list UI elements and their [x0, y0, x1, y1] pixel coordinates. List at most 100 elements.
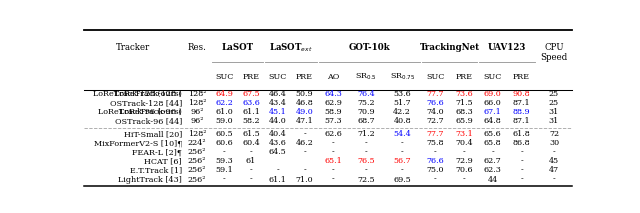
Text: 60.6: 60.6 — [216, 139, 233, 147]
Text: -: - — [463, 176, 465, 184]
Text: 42.2: 42.2 — [393, 108, 411, 116]
Text: 46.2: 46.2 — [296, 139, 314, 147]
Text: Tracker: Tracker — [116, 43, 150, 52]
Text: 57.3: 57.3 — [324, 117, 342, 125]
Text: 68.3: 68.3 — [455, 108, 473, 116]
Text: 62.9: 62.9 — [324, 99, 342, 107]
Text: 256²: 256² — [188, 167, 206, 174]
Text: HCAT [6]: HCAT [6] — [144, 157, 182, 165]
Text: 44.0: 44.0 — [269, 117, 287, 125]
Text: 128²: 128² — [188, 130, 206, 138]
Text: 46.4: 46.4 — [269, 90, 287, 98]
Text: 40.8: 40.8 — [394, 117, 411, 125]
Text: PRE: PRE — [456, 73, 472, 81]
Text: 61.5: 61.5 — [242, 130, 260, 138]
Text: 53.6: 53.6 — [394, 90, 411, 98]
Text: -: - — [332, 148, 335, 156]
Text: -: - — [552, 176, 556, 184]
Text: MixFormerV2-S [10]¶: MixFormerV2-S [10]¶ — [93, 139, 182, 147]
Text: 96²: 96² — [190, 108, 204, 116]
Text: -: - — [434, 176, 436, 184]
Text: 69.5: 69.5 — [394, 176, 411, 184]
Text: 76.5: 76.5 — [357, 157, 375, 165]
Text: 45: 45 — [549, 157, 559, 165]
Text: 60.4: 60.4 — [242, 139, 260, 147]
Text: -: - — [303, 148, 306, 156]
Text: 76.6: 76.6 — [426, 157, 444, 165]
Text: TrackingNet: TrackingNet — [420, 43, 480, 52]
Text: 62.3: 62.3 — [484, 167, 502, 174]
Text: 75.0: 75.0 — [426, 167, 444, 174]
Text: 65.8: 65.8 — [484, 139, 502, 147]
Text: Res.: Res. — [188, 43, 206, 52]
Text: -: - — [365, 167, 367, 174]
Text: SR$_{0.75}$: SR$_{0.75}$ — [390, 72, 415, 82]
Text: 64.9: 64.9 — [216, 90, 234, 98]
Text: 90.8: 90.8 — [513, 90, 531, 98]
Text: 75.2: 75.2 — [357, 99, 375, 107]
Text: -: - — [520, 148, 523, 156]
Text: 50.9: 50.9 — [296, 90, 314, 98]
Text: 31: 31 — [549, 108, 559, 116]
Text: LoReTrack-128 (ours): LoReTrack-128 (ours) — [93, 90, 182, 98]
Text: -: - — [520, 167, 523, 174]
Text: 77.7: 77.7 — [426, 90, 444, 98]
Text: 25: 25 — [549, 90, 559, 98]
Text: 61.0: 61.0 — [216, 108, 233, 116]
Text: 65.1: 65.1 — [324, 157, 342, 165]
Text: 62.7: 62.7 — [484, 157, 502, 165]
Text: -: - — [520, 176, 523, 184]
Text: SUC: SUC — [484, 73, 502, 81]
Text: 64.3: 64.3 — [324, 90, 342, 98]
Text: 70.9: 70.9 — [357, 108, 375, 116]
Text: 128²: 128² — [188, 99, 206, 107]
Text: 96²: 96² — [190, 117, 204, 125]
Text: 71.2: 71.2 — [357, 130, 375, 138]
Text: -: - — [223, 176, 226, 184]
Text: 44: 44 — [488, 176, 498, 184]
Text: 65.9: 65.9 — [455, 117, 473, 125]
Text: -: - — [332, 139, 335, 147]
Text: GOT-10k: GOT-10k — [349, 43, 390, 52]
Text: 58.9: 58.9 — [324, 108, 342, 116]
Text: 256²: 256² — [188, 148, 206, 156]
Text: 49.0: 49.0 — [296, 108, 314, 116]
Text: 66.0: 66.0 — [484, 99, 502, 107]
Text: -: - — [401, 139, 404, 147]
Text: 72.9: 72.9 — [455, 157, 473, 165]
Text: LoReTrack-96 (: LoReTrack-96 ( — [119, 108, 182, 116]
Text: -: - — [401, 167, 404, 174]
Text: 256²: 256² — [188, 157, 206, 165]
Text: 59.0: 59.0 — [216, 117, 233, 125]
Text: 74.0: 74.0 — [426, 108, 444, 116]
Text: 45.1: 45.1 — [269, 108, 287, 116]
Text: 47: 47 — [549, 167, 559, 174]
Text: -: - — [250, 148, 253, 156]
Text: 76.4: 76.4 — [357, 90, 375, 98]
Text: -: - — [250, 176, 253, 184]
Text: 64.8: 64.8 — [484, 117, 502, 125]
Text: SUC: SUC — [215, 73, 234, 81]
Text: 61.1: 61.1 — [269, 176, 287, 184]
Text: 61.1: 61.1 — [242, 108, 260, 116]
Text: 56.7: 56.7 — [394, 157, 411, 165]
Text: E.T.Track [1]: E.T.Track [1] — [130, 167, 182, 174]
Text: AO: AO — [327, 73, 340, 81]
Text: PRE: PRE — [296, 73, 313, 81]
Text: 87.1: 87.1 — [513, 117, 531, 125]
Text: 67.1: 67.1 — [484, 108, 502, 116]
Text: 46.8: 46.8 — [296, 99, 314, 107]
Text: 67.5: 67.5 — [243, 90, 260, 98]
Text: -: - — [463, 148, 465, 156]
Text: 61: 61 — [246, 157, 256, 165]
Text: 62.6: 62.6 — [324, 130, 342, 138]
Text: 87.1: 87.1 — [513, 99, 531, 107]
Text: -: - — [276, 167, 279, 174]
Text: 43.4: 43.4 — [269, 99, 287, 107]
Text: -: - — [303, 130, 306, 138]
Text: OSTrack-128 [44]: OSTrack-128 [44] — [109, 99, 182, 107]
Text: SUC: SUC — [269, 73, 287, 81]
Text: 51.7: 51.7 — [394, 99, 411, 107]
Text: PRE: PRE — [243, 73, 260, 81]
Text: LoReTrack-128 (: LoReTrack-128 ( — [115, 90, 182, 98]
